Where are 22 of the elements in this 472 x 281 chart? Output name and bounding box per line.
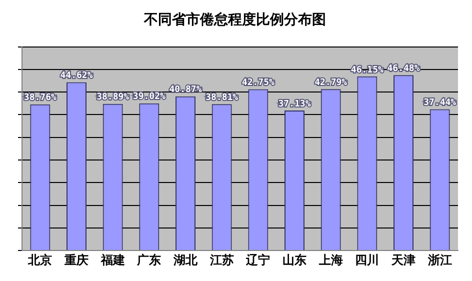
- x-tick-label: 辽宁: [245, 252, 270, 267]
- x-tick-label: 山东: [282, 252, 306, 267]
- x-tick-label: 四川: [355, 252, 380, 267]
- x-tick-label: 上海: [318, 252, 343, 267]
- data-label: 44.62%: [60, 71, 94, 82]
- data-label: 39.02%: [132, 92, 166, 102]
- x-tick-label: 福建: [100, 252, 125, 267]
- x-tick-label: 江苏: [208, 252, 234, 267]
- data-label: 37.13%: [278, 99, 312, 110]
- x-tick-label: 湖北: [172, 252, 198, 267]
- data-label: 42.75%: [242, 78, 275, 88]
- data-label: 42.79%: [314, 78, 348, 88]
- data-label: 38.76%: [24, 93, 57, 104]
- x-tick-label: 广东: [136, 252, 162, 267]
- x-tick-label: 浙江: [426, 252, 452, 267]
- x-tick-label: 天津: [390, 252, 416, 267]
- chart-title: 不同省市倦怠程度比例分布图: [143, 11, 326, 28]
- data-label: 38.81%: [206, 92, 239, 103]
- x-tick-label: 北京: [27, 252, 52, 267]
- x-tick-label: 重庆: [64, 252, 88, 267]
- data-label: 37.44%: [424, 98, 457, 108]
- data-label: 38.89%: [96, 92, 130, 103]
